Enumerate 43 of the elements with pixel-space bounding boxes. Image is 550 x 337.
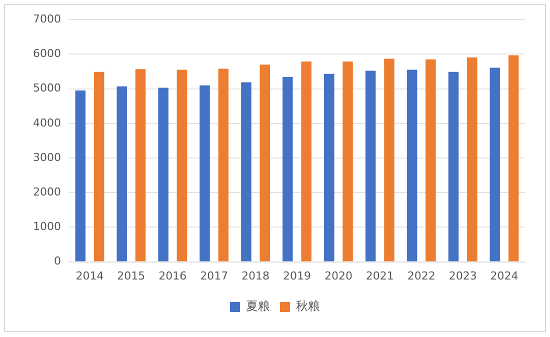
bar xyxy=(342,61,353,262)
bar xyxy=(241,82,252,262)
x-tick-label: 2015 xyxy=(117,269,146,282)
y-tick-label: 4000 xyxy=(32,116,61,130)
bar xyxy=(448,72,459,262)
bar xyxy=(135,69,146,262)
y-tick-label: 3000 xyxy=(32,150,61,164)
y-tick-label: 2000 xyxy=(32,185,61,198)
y-tick-label: 1000 xyxy=(32,220,61,234)
x-tick-label: 2020 xyxy=(324,269,352,282)
legend-label: 秋粮 xyxy=(296,299,320,314)
y-tick-label: 6000 xyxy=(32,47,61,60)
x-tick-label: 2024 xyxy=(490,269,518,282)
bar xyxy=(260,64,270,262)
bar xyxy=(406,70,418,262)
bar xyxy=(282,77,293,262)
bar xyxy=(158,88,168,262)
x-tick-label: 2018 xyxy=(242,269,270,282)
bar xyxy=(116,86,127,262)
y-tick-label: 0 xyxy=(54,254,61,268)
bar xyxy=(324,74,334,262)
legend-label: 夏粮 xyxy=(246,299,270,314)
y-tick-label: 7000 xyxy=(32,12,61,26)
bar xyxy=(200,85,210,262)
bar xyxy=(301,61,312,262)
x-tick-label: 2022 xyxy=(407,269,436,282)
bar xyxy=(490,68,500,262)
bar xyxy=(508,55,519,262)
bar xyxy=(75,90,86,262)
y-tick-label: 5000 xyxy=(32,82,61,95)
bar xyxy=(365,70,376,262)
x-tick-label: 2021 xyxy=(366,269,394,282)
bar xyxy=(384,58,394,262)
x-tick-label: 2023 xyxy=(448,269,477,282)
x-tick-label: 2017 xyxy=(200,269,228,282)
x-tick-label: 2019 xyxy=(282,269,311,282)
bar xyxy=(218,68,229,262)
bar xyxy=(176,70,188,262)
bar xyxy=(467,57,478,262)
bar xyxy=(426,59,436,262)
x-tick-label: 2014 xyxy=(76,269,104,282)
bar xyxy=(94,72,104,262)
x-tick-label: 2016 xyxy=(158,269,187,282)
